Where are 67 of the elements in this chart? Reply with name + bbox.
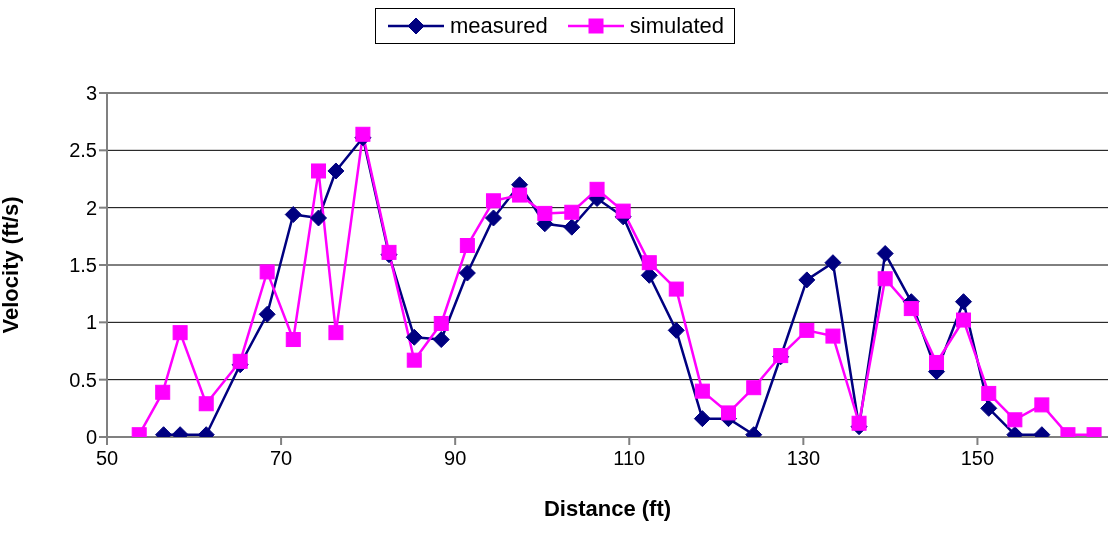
point (381, 244, 397, 260)
point (459, 238, 475, 254)
point (876, 245, 894, 263)
y-tick-label: 0 (85, 426, 97, 449)
point (155, 384, 171, 400)
point (259, 264, 275, 280)
point (512, 187, 528, 203)
point (851, 415, 867, 431)
point (980, 399, 998, 417)
point (284, 206, 302, 224)
legend-label: simulated (629, 13, 724, 39)
point (693, 410, 711, 428)
legend-label: measured (450, 13, 548, 39)
point (405, 328, 423, 346)
point (825, 328, 841, 344)
point (667, 321, 685, 339)
point (798, 271, 816, 289)
x-tick-label: 150 (960, 447, 995, 470)
point (285, 332, 301, 348)
point (564, 204, 580, 220)
point (172, 325, 188, 341)
y-axis-title: Velocity (ft/s) (0, 196, 23, 334)
point (1034, 397, 1050, 413)
point (955, 293, 973, 311)
point (327, 162, 345, 180)
point (746, 380, 762, 396)
point (232, 353, 248, 369)
point (903, 301, 919, 317)
x-axis-title: Distance (ft) (543, 496, 672, 521)
point (433, 315, 449, 331)
point (981, 385, 997, 401)
point (589, 181, 605, 197)
point (615, 203, 631, 219)
y-tick-label: 1.5 (69, 254, 97, 277)
y-tick-label: 2.5 (69, 139, 97, 162)
x-tick-label: 90 (444, 447, 467, 470)
x-tick-label: 130 (786, 447, 821, 470)
point (484, 209, 502, 227)
point (328, 325, 344, 341)
point (485, 193, 501, 209)
y-tick-label: 3 (85, 82, 97, 105)
point (694, 383, 710, 399)
point (355, 126, 371, 142)
point (956, 312, 972, 328)
point (929, 354, 945, 370)
point (720, 405, 736, 421)
x-tick-label: 70 (269, 447, 293, 470)
point (1007, 412, 1023, 428)
point (258, 305, 276, 323)
point (432, 331, 450, 349)
point (824, 254, 842, 272)
y-tick-label: 1 (85, 311, 97, 334)
point (198, 396, 214, 412)
y-tick-label: 0.5 (69, 368, 97, 391)
point (877, 271, 893, 287)
point (406, 352, 422, 368)
x-tick-label: 50 (95, 447, 119, 470)
point (799, 322, 815, 338)
point (537, 205, 553, 221)
point (310, 209, 328, 227)
point (311, 163, 327, 179)
point (641, 255, 657, 271)
point (563, 218, 581, 236)
point (458, 264, 476, 282)
x-tick-label: 110 (613, 447, 646, 470)
point (668, 281, 684, 297)
y-tick-label: 2 (85, 196, 97, 219)
